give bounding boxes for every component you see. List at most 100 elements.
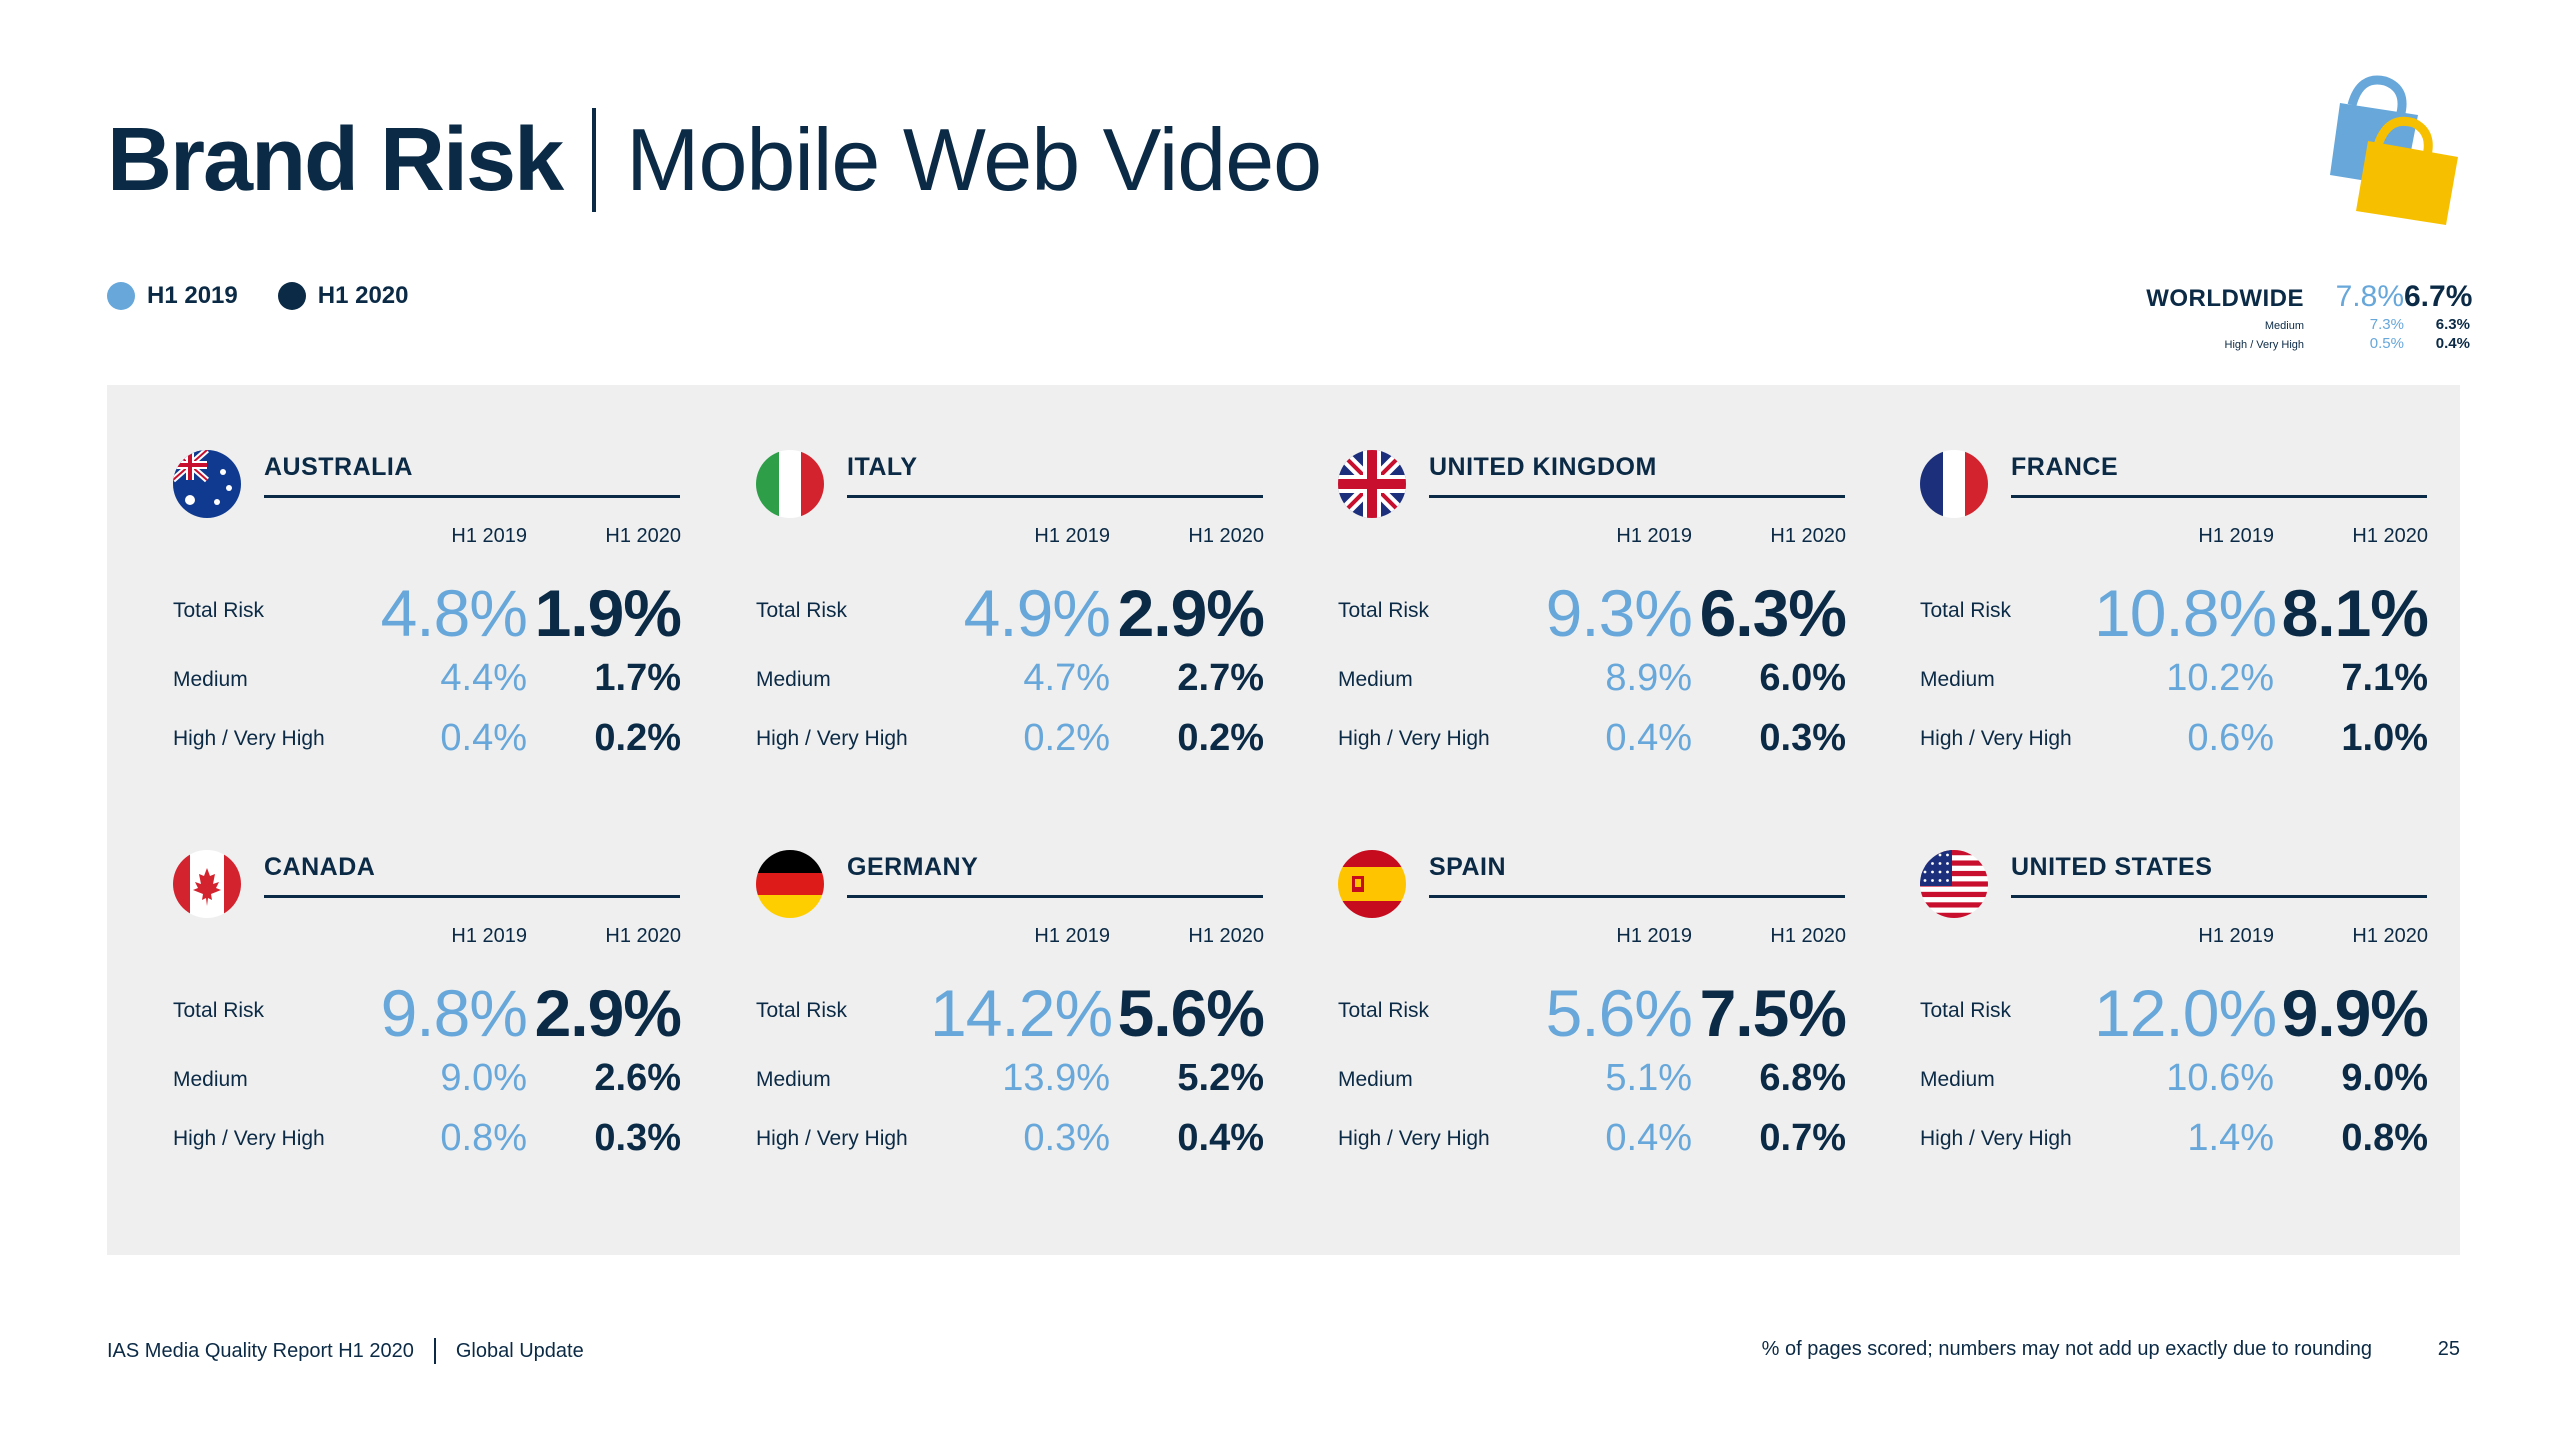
total-risk-2019: 9.3%: [1545, 576, 1693, 650]
country-name: AUSTRALIA: [264, 453, 413, 481]
medium-risk-2019: 5.1%: [1605, 1057, 1692, 1099]
total-risk-2019: 5.6%: [1545, 976, 1693, 1050]
medium-risk-2020: 9.0%: [2341, 1057, 2428, 1099]
col-header-h1-2020: H1 2020: [1770, 925, 1846, 947]
country-rule: [847, 895, 1263, 898]
row-label-medium: Medium: [1920, 668, 1995, 691]
col-header-h1-2019: H1 2019: [451, 525, 527, 547]
country-rule: [1429, 895, 1845, 898]
legend-label: H1 2020: [317, 282, 409, 309]
col-header-h1-2020: H1 2020: [605, 925, 681, 947]
row-label-high: High / Very High: [756, 1127, 908, 1150]
legend-label: H1 2019: [147, 282, 238, 309]
footer-report: IAS Media Quality Report H1 2020: [107, 1339, 414, 1362]
high-risk-2019: 0.4%: [1605, 1117, 1692, 1159]
worldwide-high-label: High / Very High: [2224, 339, 2304, 351]
row-label-high: High / Very High: [756, 727, 908, 750]
row-label-medium: Medium: [173, 1068, 248, 1091]
medium-risk-2020: 2.7%: [1177, 657, 1264, 699]
total-risk-2019: 4.9%: [963, 576, 1111, 650]
title-divider: [592, 108, 597, 212]
country-name: ITALY: [847, 453, 918, 481]
high-risk-2019: 0.4%: [440, 717, 527, 759]
row-label-high: High / Very High: [1920, 727, 2072, 750]
country-card: AUSTRALIA H1 2019 H1 2020 Total Risk Medium H…: [107, 385, 682, 759]
row-label-medium: Medium: [756, 1068, 831, 1091]
uk-flag-icon: [1338, 450, 1406, 518]
worldwide-total-2019: 7.8%: [2335, 280, 2404, 313]
col-header-h1-2019: H1 2019: [1034, 525, 1110, 547]
high-risk-2020: 1.0%: [2341, 717, 2428, 759]
medium-risk-2019: 8.9%: [1605, 657, 1692, 699]
col-header-h1-2019: H1 2019: [2198, 525, 2274, 547]
australia-flag-icon: [173, 450, 241, 518]
medium-risk-2019: 13.9%: [1002, 1057, 1110, 1099]
country-name: GERMANY: [847, 853, 979, 881]
row-label-medium: Medium: [1338, 668, 1413, 691]
country-name: SPAIN: [1429, 853, 1507, 881]
footer-section: Global Update: [455, 1339, 584, 1362]
col-header-h1-2020: H1 2020: [605, 525, 681, 547]
medium-risk-2020: 5.2%: [1177, 1057, 1264, 1099]
country-card: CANADA H1 2019 H1 2020 Total Risk Medium High…: [107, 785, 682, 1159]
footer-divider: [433, 1338, 436, 1364]
country-card: FRANCE H1 2019 H1 2020 Total Risk Medium High…: [1854, 385, 2429, 759]
total-risk-2020: 9.9%: [2281, 976, 2429, 1050]
total-risk-2020: 1.9%: [534, 576, 682, 650]
high-risk-2019: 0.4%: [1605, 717, 1692, 759]
high-risk-2020: 0.3%: [1759, 717, 1846, 759]
row-label-medium: Medium: [1338, 1068, 1413, 1091]
row-label-total: Total Risk: [173, 599, 265, 622]
country-rule: [2011, 895, 2427, 898]
total-risk-2020: 8.1%: [2281, 576, 2429, 650]
country-name: UNITED KINGDOM: [1429, 453, 1657, 481]
medium-risk-2019: 10.2%: [2166, 657, 2274, 699]
worldwide-medium-label: Medium: [2264, 320, 2304, 332]
col-header-h1-2020: H1 2020: [2352, 525, 2428, 547]
title-bold: Brand Risk: [107, 109, 564, 210]
medium-risk-2019: 4.4%: [440, 657, 527, 699]
medium-risk-2020: 6.0%: [1759, 657, 1846, 699]
high-risk-2020: 0.2%: [594, 717, 681, 759]
france-flag-icon: [1920, 450, 1988, 518]
col-header-h1-2020: H1 2020: [1188, 525, 1264, 547]
country-name: FRANCE: [2011, 453, 2119, 481]
shopping-bags-icon: [2330, 75, 2470, 235]
col-header-h1-2019: H1 2019: [1616, 925, 1692, 947]
high-risk-2019: 1.4%: [2187, 1117, 2274, 1159]
row-label-medium: Medium: [173, 668, 248, 691]
country-card: GERMANY H1 2019 H1 2020 Total Risk Medium Hig…: [690, 785, 1265, 1159]
worldwide-summary: WORLDWIDE 7.8% 6.7% Medium 7.3% 6.3% Hig…: [2020, 280, 2473, 380]
country-panel: AUSTRALIA H1 2019 H1 2020 Total Risk Medium H…: [107, 385, 2460, 1255]
page-title: Brand Risk Mobile Web Video: [107, 105, 1322, 215]
high-risk-2020: 0.4%: [1177, 1117, 1264, 1159]
footer-note: % of pages scored; numbers may not add u…: [1761, 1338, 2372, 1360]
worldwide-total-2020: 6.7%: [2404, 280, 2473, 313]
footer-left: IAS Media Quality Report H1 2020 Global …: [107, 1338, 584, 1364]
germany-flag-icon: [756, 850, 824, 918]
legend: H1 2019 H1 2020: [107, 282, 449, 310]
high-risk-2019: 0.2%: [1023, 717, 1110, 759]
total-risk-2020: 2.9%: [1117, 576, 1265, 650]
high-risk-2020: 0.8%: [2341, 1117, 2428, 1159]
total-risk-2019: 12.0%: [2094, 976, 2277, 1050]
total-risk-2019: 4.8%: [380, 576, 528, 650]
high-risk-2020: 0.3%: [594, 1117, 681, 1159]
legend-item-h1-2020: H1 2020: [277, 282, 409, 310]
country-card: ITALY H1 2019 H1 2020 Total Risk Medium High …: [690, 385, 1265, 759]
row-label-total: Total Risk: [1920, 599, 2012, 622]
country-rule: [1429, 495, 1845, 498]
medium-risk-2020: 1.7%: [594, 657, 681, 699]
row-label-total: Total Risk: [1920, 999, 2012, 1022]
usa-flag-icon: [1920, 850, 1988, 918]
country-card: SPAIN H1 2019 H1 2020 Total Risk Medium High …: [1272, 785, 1847, 1159]
row-label-total: Total Risk: [756, 599, 848, 622]
high-risk-2020: 0.7%: [1759, 1117, 1846, 1159]
total-risk-2019: 10.8%: [2094, 576, 2277, 650]
high-risk-2019: 0.3%: [1023, 1117, 1110, 1159]
country-rule: [264, 495, 680, 498]
row-label-high: High / Very High: [1920, 1127, 2072, 1150]
total-risk-2020: 7.5%: [1699, 976, 1847, 1050]
total-risk-2019: 9.8%: [380, 976, 528, 1050]
medium-risk-2020: 2.6%: [594, 1057, 681, 1099]
